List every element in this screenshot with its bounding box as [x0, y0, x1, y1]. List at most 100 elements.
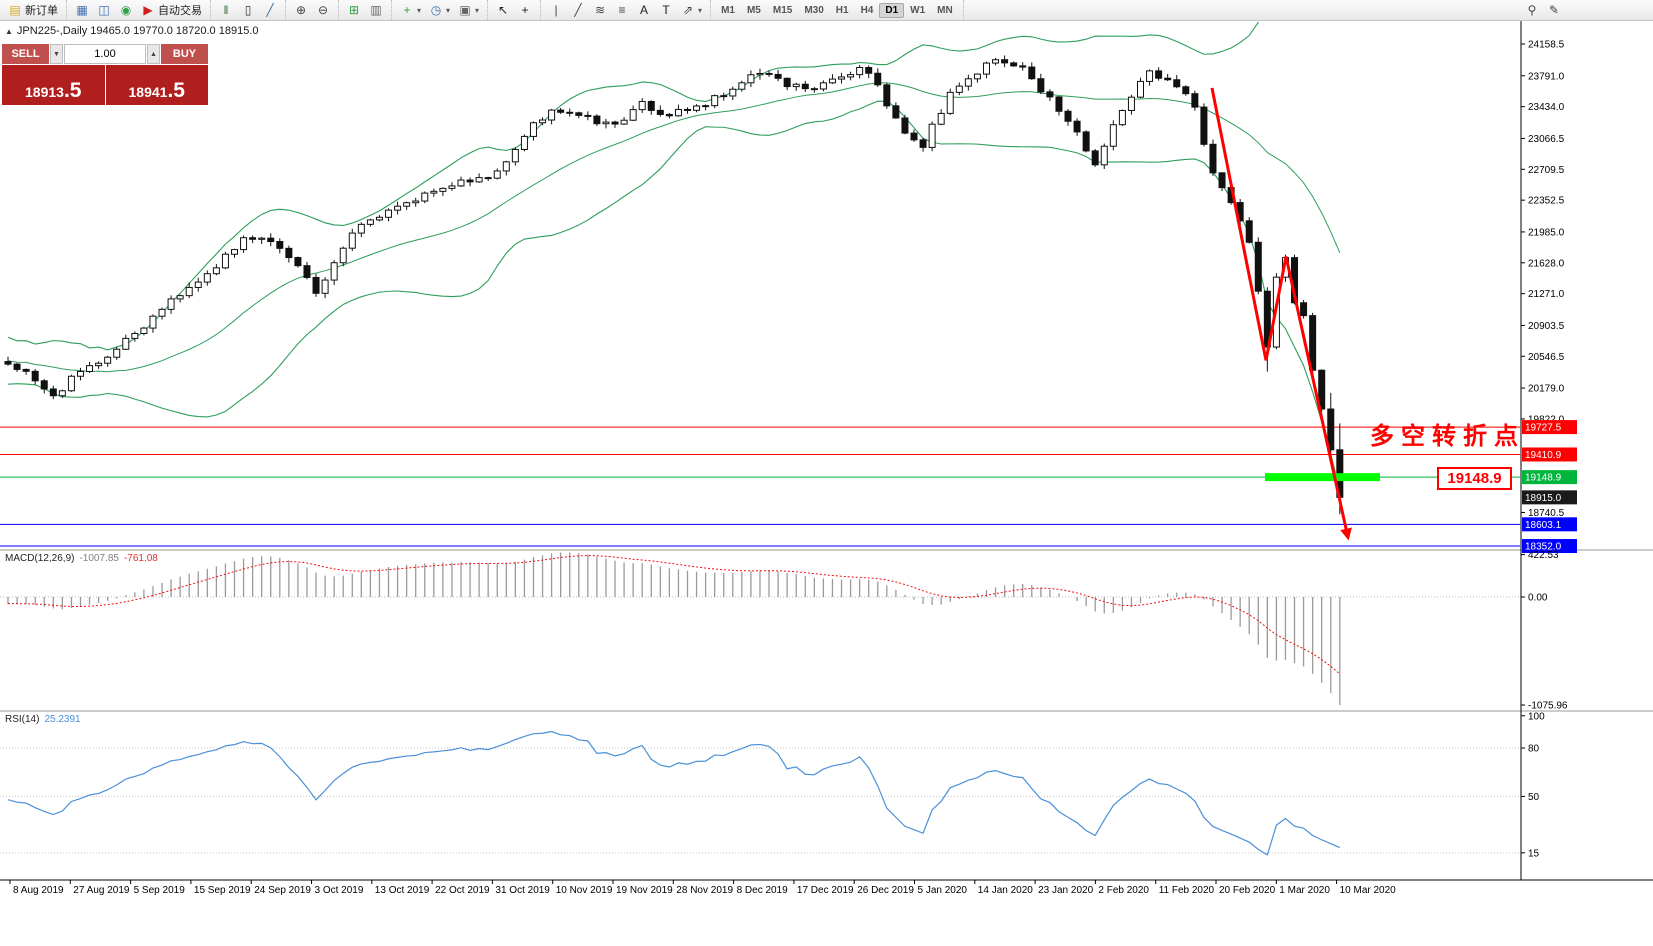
- navigator-glyph: ◫: [98, 3, 110, 17]
- equidistant-channel-glyph: ≋: [595, 3, 606, 17]
- trend-arrow[interactable]: [1210, 87, 1352, 541]
- toolbar-group-timeframes: M1 M5 M15 M30 H1 H4 D1 W1 MN: [711, 0, 964, 20]
- price-level-badge: [1522, 470, 1577, 485]
- cursor-icon[interactable]: ↖: [492, 1, 514, 19]
- zoom-in-icon[interactable]: ⊕: [290, 1, 312, 19]
- text-label-icon[interactable]: T: [655, 1, 677, 19]
- date-tick-label: 27 Aug 2019: [73, 885, 130, 896]
- bar-chart-icon[interactable]: ‖: [215, 1, 237, 19]
- timeframe-m1[interactable]: M1: [721, 4, 735, 16]
- timeframe-d1[interactable]: D1: [879, 2, 905, 18]
- text-label-glyph: T: [662, 3, 670, 17]
- indicators-icon[interactable]: ⊞: [343, 1, 365, 19]
- timeframe-h1[interactable]: H1: [835, 4, 849, 16]
- vertical-line-glyph: |: [554, 3, 558, 17]
- period-button[interactable]: ◷ ▾: [425, 1, 454, 19]
- autotrading-glyph: ▶: [143, 3, 153, 17]
- tile-windows-icon[interactable]: ▥: [365, 1, 387, 19]
- toolbar-group-orders: ▤ 新订单: [0, 0, 67, 20]
- arrows-icon[interactable]: ⇗ ▾: [677, 1, 706, 19]
- sell-price-button[interactable]: 18913.5: [2, 65, 105, 105]
- bollinger-lower-band: [7, 100, 1341, 492]
- new-chart-glyph: +: [403, 3, 411, 17]
- bar-chart-glyph: ‖: [223, 3, 229, 17]
- sell-button[interactable]: SELL: [2, 44, 49, 64]
- one-click-panel-toggle-icon[interactable]: ▲: [5, 26, 13, 36]
- one-click-trade-panel: SELL ▼ ▲ BUY 18913.5 18941.5: [2, 44, 208, 105]
- new-order-button[interactable]: ▤ 新订单: [4, 1, 62, 19]
- date-tick-label: 11 Feb 2020: [1159, 885, 1215, 896]
- timeframe-m30[interactable]: M30: [804, 4, 824, 16]
- date-tick-label: 31 Oct 2019: [495, 885, 550, 896]
- toolbar-groups: ▤ 新订单 ▦ ◫ ◉ ▶ 自动交易 ‖ ▯ ╱ ⊕ ⊖ ⊞ ▥ + ▾ ◷ ▾ ▣ ▾ ↖ + | ╱ ≋ ≡ A T ⇗ ▾ M1 M5 M…: [0, 0, 964, 20]
- buy-button[interactable]: BUY: [161, 44, 208, 64]
- dropdown-caret-icon[interactable]: ▾: [446, 5, 451, 15]
- timeframe-mn[interactable]: MN: [937, 4, 953, 16]
- volume-increase-button[interactable]: ▲: [147, 44, 160, 64]
- text-icon[interactable]: A: [633, 1, 655, 19]
- turning-point-annotation[interactable]: 多空转折点: [1370, 423, 1525, 450]
- timeframe-m5[interactable]: M5: [746, 4, 761, 16]
- date-tick-label: 8 Aug 2019: [13, 885, 64, 896]
- price-level-badge: [1522, 517, 1577, 532]
- date-tick-label: 13 Oct 2019: [375, 885, 430, 896]
- rsi-value: 25.2391: [44, 714, 81, 725]
- rsi-panel[interactable]: [0, 730, 1521, 856]
- dropdown-caret-icon[interactable]: ▾: [417, 5, 422, 15]
- toolbar: ▤ 新订单 ▦ ◫ ◉ ▶ 自动交易 ‖ ▯ ╱ ⊕ ⊖ ⊞ ▥ + ▾ ◷ ▾ ▣ ▾ ↖ + | ╱ ≋ ≡ A T ⇗ ▾ M1 M5 M…: [0, 0, 1653, 21]
- market-watch-icon[interactable]: ▦: [71, 1, 93, 19]
- line-chart-glyph: ╱: [266, 3, 274, 17]
- rsi-tick-label: 15: [1528, 848, 1540, 859]
- template-button[interactable]: ▣ ▾: [454, 1, 483, 19]
- chart-symbol-line: ▲ JPN225-,Daily 19465.0 19770.0 18720.0 …: [5, 25, 259, 37]
- highlight-bar[interactable]: [1265, 473, 1380, 482]
- magnifier-icon[interactable]: ⚲: [1527, 3, 1537, 17]
- toolbar-group-windows: ▦ ◫ ◉ ▶ 自动交易: [67, 0, 211, 20]
- candlestick-icon[interactable]: ▯: [237, 1, 259, 19]
- equidistant-channel-icon[interactable]: ≋: [589, 1, 611, 19]
- autotrading-button[interactable]: ▶ 自动交易: [137, 1, 206, 19]
- vertical-line-icon[interactable]: |: [545, 1, 567, 19]
- timeframe-h4[interactable]: H4: [860, 4, 874, 16]
- price-tick-label: 23434.0: [1528, 102, 1565, 113]
- rsi-indicator-label: RSI(14) 25.2391: [5, 714, 81, 725]
- main-price-panel[interactable]: [0, 0, 1521, 547]
- crosshair-glyph: +: [521, 3, 529, 17]
- price-tick-label: 20179.0: [1528, 384, 1565, 395]
- price-tick-label: 20903.5: [1528, 321, 1565, 332]
- dropdown-caret-icon[interactable]: ▾: [698, 5, 703, 15]
- price-tick-label: 21271.0: [1528, 289, 1565, 300]
- sell-price-frac: .5: [63, 79, 82, 102]
- date-tick-label: 22 Oct 2019: [435, 885, 490, 896]
- timeframe-w1[interactable]: W1: [910, 4, 926, 16]
- indicators-glyph: ⊞: [348, 3, 360, 17]
- toolbar-group-chart-types: ‖ ▯ ╱: [211, 0, 286, 20]
- dropdown-caret-icon[interactable]: ▾: [475, 5, 480, 15]
- timeframe-m15[interactable]: M15: [772, 4, 793, 16]
- date-tick-label: 20 Feb 2020: [1219, 885, 1276, 896]
- bollinger-middle-band: [7, 82, 1341, 373]
- navigator-icon[interactable]: ◫: [93, 1, 115, 19]
- price-axis[interactable]: 24158.5 23791.0 23434.0 23066.5 22709.5 22352…: [1521, 40, 1577, 860]
- fibonacci-icon[interactable]: ≡: [611, 1, 633, 19]
- price-level-badge-label: 18352.0: [1525, 542, 1562, 553]
- zoom-out-icon[interactable]: ⊖: [312, 1, 334, 19]
- price-tick-label: 24158.5: [1528, 40, 1565, 51]
- line-chart-icon[interactable]: ╱: [259, 1, 281, 19]
- new-chart-button[interactable]: + ▾: [396, 1, 425, 19]
- volume-input[interactable]: [64, 44, 146, 64]
- macd-main-value: -1007.85: [79, 553, 119, 564]
- macd-panel[interactable]: [0, 552, 1521, 706]
- trendline-icon[interactable]: ╱: [567, 1, 589, 19]
- date-tick-label: 5 Jan 2020: [918, 885, 968, 896]
- time-axis[interactable]: 8 Aug 2019 27 Aug 2019 5 Sep 2019 15 Sep 20…: [9, 880, 1396, 896]
- terminal-icon[interactable]: ◉: [115, 1, 137, 19]
- buy-price-button[interactable]: 18941.5: [105, 65, 208, 105]
- crosshair-icon[interactable]: +: [514, 1, 536, 19]
- price-level-callout[interactable]: 19148.9: [1437, 467, 1512, 490]
- volume-decrease-button[interactable]: ▼: [50, 44, 63, 64]
- price-level-badge-label: 18603.1: [1525, 520, 1562, 531]
- pencil-icon[interactable]: ✎: [1548, 3, 1560, 17]
- period-glyph: ◷: [430, 3, 442, 17]
